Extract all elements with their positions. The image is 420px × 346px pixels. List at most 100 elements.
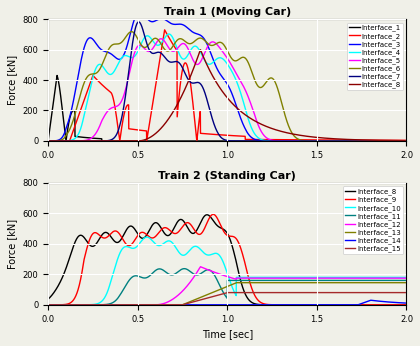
Interface_14 bbox=[394, 300, 399, 304]
Interface_9 bbox=[220, 227, 225, 231]
Interface_8 bbox=[328, 303, 333, 307]
Line: Interface_13: Interface_13 bbox=[48, 283, 407, 305]
Y-axis label: Force [kN]: Force [kN] bbox=[7, 55, 17, 105]
Interface_7 bbox=[328, 139, 333, 143]
Interface_8 bbox=[46, 297, 51, 301]
Line: Interface_8: Interface_8 bbox=[48, 50, 407, 141]
Interface_2 bbox=[404, 138, 409, 143]
Interface_7 bbox=[394, 139, 399, 143]
Interface_8 bbox=[205, 213, 210, 217]
Interface_1 bbox=[55, 73, 60, 78]
Interface_1 bbox=[328, 139, 333, 143]
Interface_1 bbox=[394, 139, 399, 143]
Interface_9 bbox=[46, 303, 51, 307]
Interface_13 bbox=[234, 281, 239, 285]
Interface_13 bbox=[220, 286, 225, 291]
Interface_5 bbox=[220, 49, 225, 54]
Interface_10 bbox=[328, 275, 333, 280]
Interface_11 bbox=[394, 278, 399, 282]
Interface_15 bbox=[394, 291, 399, 295]
Interface_10 bbox=[144, 235, 150, 239]
Interface_3 bbox=[64, 125, 69, 129]
Interface_7 bbox=[210, 119, 215, 123]
Interface_8 bbox=[404, 303, 409, 307]
Interface_1 bbox=[46, 139, 51, 143]
Interface_8 bbox=[394, 303, 399, 307]
Interface_7 bbox=[46, 139, 51, 143]
Interface_3 bbox=[210, 57, 215, 61]
Interface_15 bbox=[210, 294, 215, 299]
Interface_8 bbox=[210, 75, 215, 79]
Line: Interface_4: Interface_4 bbox=[48, 34, 407, 141]
Interface_5 bbox=[394, 139, 399, 143]
X-axis label: Time [sec]: Time [sec] bbox=[202, 329, 253, 339]
Interface_8 bbox=[64, 265, 69, 269]
Interface_6 bbox=[46, 139, 51, 143]
Interface_9 bbox=[394, 303, 399, 307]
Interface_10 bbox=[394, 275, 399, 280]
Interface_3 bbox=[220, 75, 225, 80]
Interface_2 bbox=[394, 138, 399, 142]
Y-axis label: Force [kN]: Force [kN] bbox=[7, 219, 17, 269]
Interface_8 bbox=[64, 139, 69, 143]
Interface_7 bbox=[64, 139, 69, 143]
Interface_10 bbox=[220, 258, 225, 263]
Interface_15 bbox=[394, 291, 399, 295]
Interface_12 bbox=[404, 276, 409, 280]
Interface_8 bbox=[394, 303, 399, 307]
Line: Interface_5: Interface_5 bbox=[48, 39, 407, 141]
Interface_3 bbox=[328, 139, 333, 143]
Line: Interface_11: Interface_11 bbox=[48, 268, 407, 305]
Interface_6 bbox=[328, 139, 333, 143]
Interface_13 bbox=[210, 290, 215, 294]
Interface_12 bbox=[210, 270, 215, 274]
Interface_6 bbox=[220, 42, 225, 46]
Interface_14 bbox=[404, 301, 409, 305]
Interface_1 bbox=[210, 139, 215, 143]
Interface_7 bbox=[394, 139, 399, 143]
Line: Interface_14: Interface_14 bbox=[48, 300, 407, 305]
Interface_8 bbox=[220, 227, 225, 231]
Interface_5 bbox=[210, 40, 215, 44]
Interface_15 bbox=[64, 303, 69, 307]
Interface_14 bbox=[220, 303, 225, 307]
Title: Train 2 (Standing Car): Train 2 (Standing Car) bbox=[158, 171, 296, 181]
Interface_8 bbox=[220, 90, 225, 94]
Interface_8 bbox=[328, 136, 333, 140]
Interface_5 bbox=[46, 139, 51, 143]
Interface_6 bbox=[394, 139, 399, 143]
Interface_3 bbox=[394, 139, 399, 143]
Interface_4 bbox=[328, 139, 333, 143]
Interface_4 bbox=[64, 139, 69, 143]
Interface_2 bbox=[162, 28, 167, 32]
Interface_7 bbox=[404, 139, 409, 143]
Interface_13 bbox=[394, 281, 399, 285]
Interface_2 bbox=[210, 132, 215, 136]
Interface_11 bbox=[46, 303, 51, 307]
Interface_5 bbox=[404, 139, 409, 143]
Interface_12 bbox=[220, 273, 225, 277]
Interface_10 bbox=[210, 252, 215, 256]
Interface_8 bbox=[404, 139, 409, 143]
Interface_15 bbox=[404, 291, 409, 295]
Interface_8 bbox=[394, 138, 399, 143]
Line: Interface_15: Interface_15 bbox=[48, 293, 407, 305]
Interface_10 bbox=[64, 303, 69, 307]
Interface_5 bbox=[328, 139, 333, 143]
Interface_14 bbox=[46, 303, 51, 307]
Interface_1 bbox=[394, 139, 399, 143]
Interface_1 bbox=[64, 135, 69, 139]
Interface_1 bbox=[404, 139, 409, 143]
Interface_2 bbox=[64, 139, 69, 143]
Interface_13 bbox=[46, 303, 51, 307]
Interface_15 bbox=[46, 303, 51, 307]
Line: Interface_2: Interface_2 bbox=[48, 30, 407, 141]
Interface_12 bbox=[328, 276, 333, 280]
Interface_4 bbox=[404, 139, 409, 143]
Interface_15 bbox=[225, 291, 230, 295]
Interface_12 bbox=[64, 303, 69, 307]
Interface_5 bbox=[158, 37, 163, 41]
Line: Interface_9: Interface_9 bbox=[48, 214, 407, 305]
Interface_11 bbox=[64, 303, 69, 307]
Interface_8 bbox=[46, 139, 51, 143]
